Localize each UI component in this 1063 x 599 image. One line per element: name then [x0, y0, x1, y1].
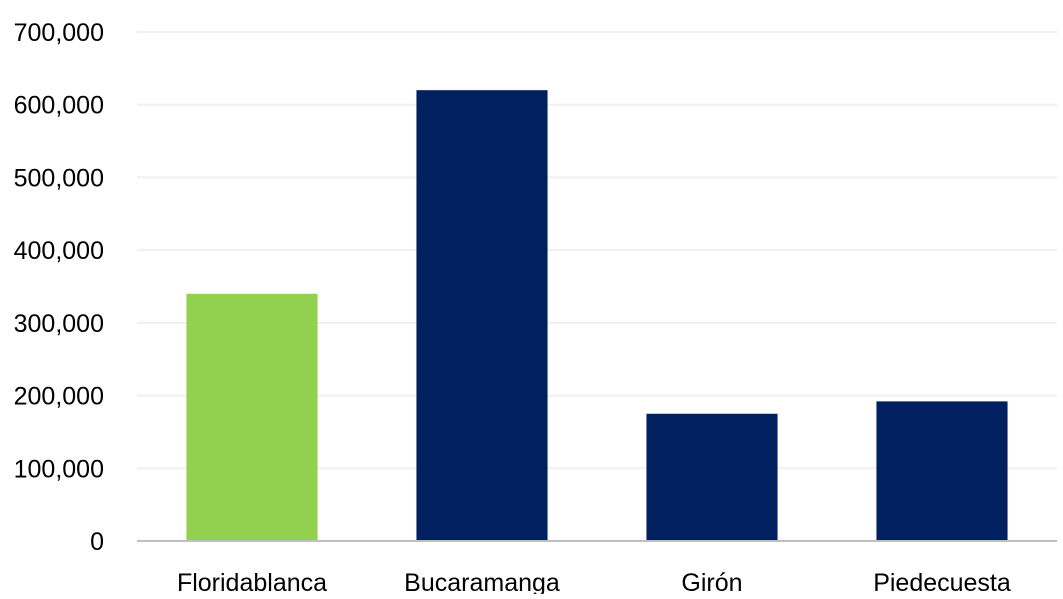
x-tick-labels: Floridablanca Bucaramanga Girón Piedecuesta — [177, 569, 1011, 597]
y-tick-label: 0 — [90, 528, 104, 556]
y-tick-label: 400,000 — [14, 237, 104, 265]
y-tick-labels: 0 100,000 200,000 300,000 400,000 500,000 600,… — [14, 19, 104, 556]
x-tick-label: Bucaramanga — [404, 569, 560, 594]
bar-girn — [646, 413, 778, 541]
bar-piedecuesta — [876, 401, 1008, 541]
x-tick-label: Piedecuesta — [873, 569, 1011, 594]
y-tick-label: 100,000 — [14, 455, 104, 483]
y-tick-label: 700,000 — [14, 19, 104, 47]
x-tick-label: Girón — [681, 569, 742, 594]
bar-bucaramanga — [416, 90, 548, 542]
y-tick-label: 500,000 — [14, 164, 104, 192]
bar-floridablanca — [186, 293, 318, 541]
y-tick-label: 600,000 — [14, 92, 104, 120]
y-tick-label: 200,000 — [14, 383, 104, 411]
bars — [186, 90, 1008, 542]
y-tick-label: 300,000 — [14, 310, 104, 338]
x-tick-label: Floridablanca — [177, 569, 327, 594]
